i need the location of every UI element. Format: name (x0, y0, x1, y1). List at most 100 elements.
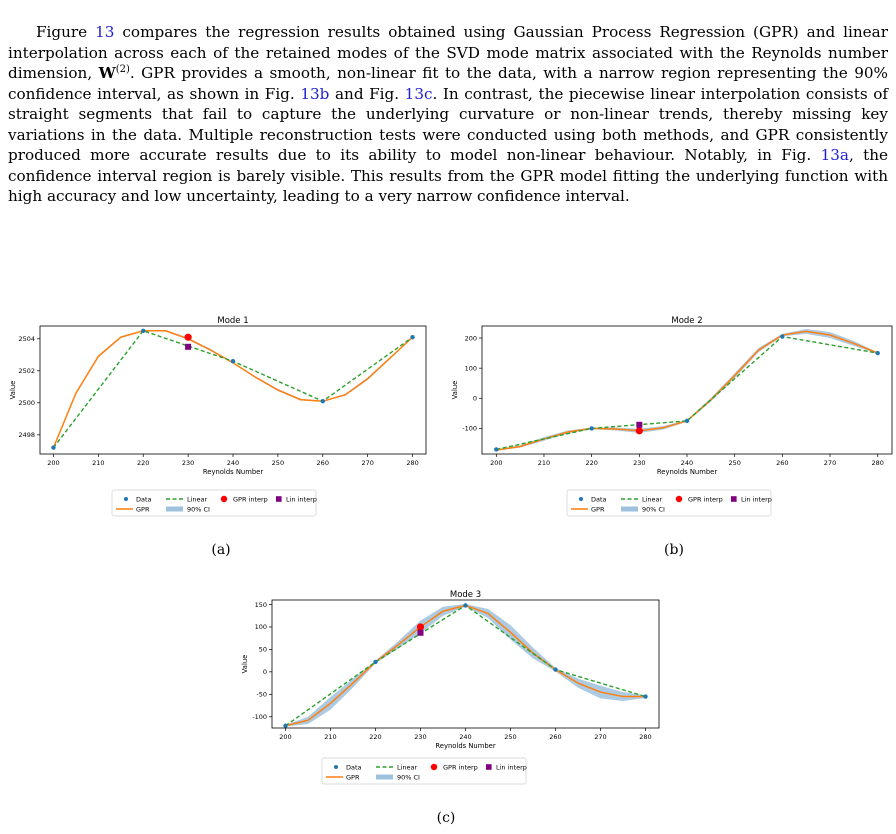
y-tick-label: 200 (465, 334, 477, 342)
ci-band (53, 330, 413, 448)
legend-gpr-label: GPR (136, 505, 150, 513)
caption-c: (c) (436, 810, 456, 826)
legend-ci-label: 90% CI (397, 773, 420, 781)
text-run: and Fig. (329, 84, 405, 103)
legend-gpr-interp-label: GPR interp (233, 495, 268, 503)
caption-b: (b) (664, 542, 684, 558)
data-point (51, 445, 56, 450)
legend-ci-swatch (376, 774, 393, 780)
caption-a: (a) (211, 542, 231, 558)
legend-ci-swatch (621, 506, 638, 512)
y-tick-label: 2498 (18, 431, 35, 439)
legend-data-swatch (124, 497, 128, 501)
legend-box (321, 757, 527, 785)
legend-ci-swatch (166, 506, 183, 512)
gpr-interp-marker (184, 333, 192, 341)
ci-band (285, 604, 646, 727)
y-tick-label: 100 (465, 364, 477, 372)
legend-data-swatch (579, 497, 583, 501)
x-tick-label: 200 (279, 733, 291, 741)
data-point (230, 359, 236, 364)
x-tick-label: 270 (824, 459, 836, 467)
x-tick-label: 240 (227, 459, 239, 467)
legend-gpr-interp-swatch (220, 495, 228, 503)
data-point (283, 723, 288, 728)
text-run: compares the regression results obtained… (8, 23, 888, 82)
legend-ci-label: 90% CI (187, 505, 210, 513)
gpr-line (285, 604, 646, 727)
y-axis-label: Value (451, 381, 459, 400)
legend-linear-label: Linear (187, 495, 208, 503)
legend-lin-interp-label: Lin interp (496, 763, 527, 771)
lin-interp-marker (185, 343, 192, 350)
x-tick-label: 220 (369, 733, 381, 741)
legend-gpr-label: GPR (346, 773, 360, 781)
y-axis-label: Value (241, 655, 249, 674)
legend-data-label: Data (346, 763, 362, 771)
x-tick-label: 250 (504, 733, 516, 741)
legend-data-label: Data (591, 495, 607, 503)
legend-lin-interp-label: Lin interp (741, 495, 772, 503)
x-tick-label: 230 (633, 459, 645, 467)
legend-data-swatch (334, 765, 338, 769)
data-point (589, 426, 594, 431)
data-point (494, 447, 499, 452)
x-tick-label: 270 (594, 733, 606, 741)
y-tick-label: 150 (255, 601, 267, 609)
y-tick-label: 50 (259, 646, 267, 654)
x-tick-label: 280 (639, 733, 651, 741)
axes-frame (481, 325, 893, 455)
lin-interp-marker (636, 421, 643, 428)
data-point (875, 350, 880, 356)
x-tick-label: 220 (585, 459, 597, 467)
chart-mode-2: Mode 2 200 210 220 230 240 250 260 270 280 -100 0 10… (451, 316, 893, 517)
x-tick-label: 210 (92, 459, 104, 467)
text-run: . GPR provides a smooth, non-linear fit … (8, 64, 888, 103)
legend-lin-interp-swatch (276, 496, 282, 502)
legend-data-label: Data (136, 495, 152, 503)
x-tick-label: 260 (776, 459, 788, 467)
data-point (684, 418, 690, 424)
legend-linear-label: Linear (397, 763, 418, 771)
chart-mode-3: Mode 3 200 210 220 230 240 250 260 270 280 -100 -50… (241, 590, 660, 785)
legend-ci-label: 90% CI (642, 505, 665, 513)
data-point (410, 335, 415, 340)
chart-title: Mode 1 (217, 316, 248, 326)
chart-mode-1: Mode 1 200 210 220 230 240 250 260 270 280 2498 250… (9, 316, 427, 517)
x-tick-label: 260 (317, 459, 329, 467)
figure-link-13[interactable]: 13 (95, 23, 115, 41)
x-tick-label: 210 (538, 459, 550, 467)
legend-gpr-interp-swatch (430, 763, 438, 771)
y-tick-label: 0 (473, 395, 477, 403)
x-axis-label: Reynolds Number (203, 468, 264, 476)
figure-link-13a[interactable]: 13a (820, 146, 849, 164)
gpr-interp-marker (635, 427, 643, 435)
x-tick-label: 240 (681, 459, 693, 467)
x-axis-label: Reynolds Number (657, 468, 718, 476)
figure-link-13c[interactable]: 13c (404, 84, 433, 103)
legend-gpr-label: GPR (591, 505, 605, 513)
data-point (320, 399, 325, 404)
gpr-line (496, 330, 878, 451)
gpr-line (52, 330, 414, 448)
lin-interp-marker (417, 629, 424, 636)
body-paragraph: Figure 13 compares the regression result… (8, 22, 888, 207)
data-point (463, 603, 468, 608)
x-tick-label: 250 (272, 459, 284, 467)
legend-lin-interp-swatch (731, 496, 737, 502)
data-point (780, 334, 785, 339)
figure-link-13b[interactable]: 13b (300, 84, 330, 103)
y-axis-label: Value (9, 381, 17, 400)
y-tick-label: -100 (462, 425, 477, 433)
text-run: . In contrast, the piecewise linear inte… (8, 84, 888, 165)
matrix-symbol: W (98, 64, 116, 82)
chart-title: Mode 2 (671, 316, 702, 326)
legend-box (566, 489, 772, 517)
y-tick-label: -100 (252, 713, 267, 721)
y-tick-label: 100 (255, 623, 267, 631)
legend-lin-interp-swatch (486, 764, 492, 770)
data-point (643, 694, 648, 699)
x-tick-label: 240 (459, 733, 471, 741)
x-tick-label: 210 (324, 733, 336, 741)
legend-linear-label: Linear (642, 495, 663, 503)
